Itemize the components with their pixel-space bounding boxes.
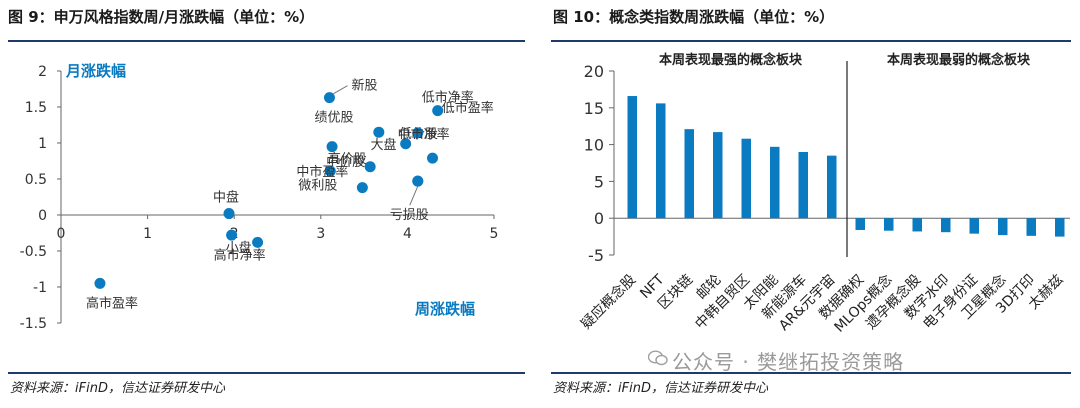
bar <box>1026 218 1036 236</box>
x-tick-label: 3 <box>316 226 325 242</box>
point-label: 小盘 <box>226 240 252 256</box>
bar <box>969 218 979 234</box>
bar <box>912 218 922 232</box>
point-label: 低市净率 <box>422 90 474 106</box>
x-tick-label: 4 <box>403 226 412 242</box>
group-label-weak: 本周表现最弱的概念板块 <box>887 52 1031 68</box>
x-tick-label: 1 <box>143 226 152 242</box>
bar <box>770 146 780 219</box>
scatter-point <box>223 208 235 220</box>
scatter-point <box>412 127 424 139</box>
left-bottom-rule <box>8 372 525 374</box>
y-tick-label: 20 <box>584 62 604 81</box>
point-label: 新股 <box>351 78 377 94</box>
y-tick-label: 0 <box>594 209 604 228</box>
scatter-chart: -1.5-1-0.500.511.52012345月涨跌幅周涨跌幅新股低市净率低… <box>20 62 499 332</box>
scatter-point <box>324 165 336 177</box>
bar <box>1055 218 1065 237</box>
y-tick-label: 15 <box>584 99 604 118</box>
bar <box>798 151 808 219</box>
x-axis-title: 周涨跌幅 <box>415 300 475 318</box>
y-tick-label: 1 <box>38 136 47 152</box>
scatter-point <box>252 236 264 248</box>
x-tick-label: 0 <box>57 226 66 242</box>
scatter-point <box>373 126 385 138</box>
y-tick-label: 2 <box>38 64 47 80</box>
y-tick-label: 1.5 <box>25 100 47 116</box>
category-label: 疑应概念股 <box>578 271 640 333</box>
label-leader <box>333 85 348 95</box>
point-label: 中价股 <box>326 155 365 170</box>
point-label: 中盘 <box>213 190 239 206</box>
scatter-point <box>364 161 376 173</box>
label-leader <box>409 185 419 206</box>
scatter-point <box>226 229 238 241</box>
x-tick-label: 5 <box>490 226 499 242</box>
wechat-icon <box>648 350 668 366</box>
group-label-strong: 本周表现最强的概念板块 <box>659 52 803 68</box>
right-bottom-rule <box>551 372 1071 374</box>
scatter-point <box>356 182 368 194</box>
scatter-point <box>326 141 338 153</box>
right-top-rule <box>551 40 1071 42</box>
y-tick-label: -1 <box>33 280 47 296</box>
right-panel-title: 图 10：概念类指数周涨跌幅（单位：%） <box>553 8 835 26</box>
y-tick-label: 0.5 <box>25 172 47 188</box>
left-source: 资料来源：iFinD，信达证券研发中心 <box>10 381 225 396</box>
right-source: 资料来源：iFinD，信达证券研发中心 <box>553 381 768 396</box>
point-label: 高价股 <box>328 151 367 167</box>
y-tick-label: -0.5 <box>20 244 47 260</box>
y-tick-label: -5 <box>588 246 604 265</box>
y-tick-label: 5 <box>594 172 604 191</box>
bar <box>941 218 951 233</box>
point-label: 大盘 <box>371 137 397 153</box>
scatter-point <box>400 138 412 150</box>
scatter-point <box>323 92 335 104</box>
y-axis-title: 月涨跌幅 <box>65 62 126 80</box>
bar <box>627 96 637 219</box>
bar <box>827 155 837 219</box>
point-label: 亏损股 <box>390 208 429 223</box>
point-label: 绩优股 <box>315 111 354 126</box>
bar <box>656 103 666 219</box>
y-tick-label: -1.5 <box>20 316 47 332</box>
bar <box>884 218 894 231</box>
bar <box>741 138 751 219</box>
point-label: 高市盈率 <box>86 295 138 311</box>
bar <box>684 129 694 219</box>
point-label: 中市净率 <box>398 127 450 143</box>
watermark: 公众号 · 樊继拓投资策略 <box>672 350 905 374</box>
point-label: 低市盈率 <box>442 100 494 116</box>
point-label: 高市净率 <box>214 247 266 263</box>
point-label: 微利股 <box>298 179 337 194</box>
scatter-point <box>427 152 439 164</box>
y-tick-label: 0 <box>38 208 47 224</box>
scatter-point <box>432 105 444 117</box>
scatter-point <box>412 175 424 187</box>
bar <box>855 218 865 230</box>
bar <box>998 218 1008 236</box>
left-top-rule <box>8 40 525 42</box>
scatter-point <box>94 277 106 289</box>
left-panel-title: 图 9：申万风格指数周/月涨跌幅（单位：%） <box>8 8 315 26</box>
y-tick-label: 10 <box>584 136 604 155</box>
point-label: 中市盈率 <box>296 164 348 180</box>
bar <box>713 132 723 219</box>
